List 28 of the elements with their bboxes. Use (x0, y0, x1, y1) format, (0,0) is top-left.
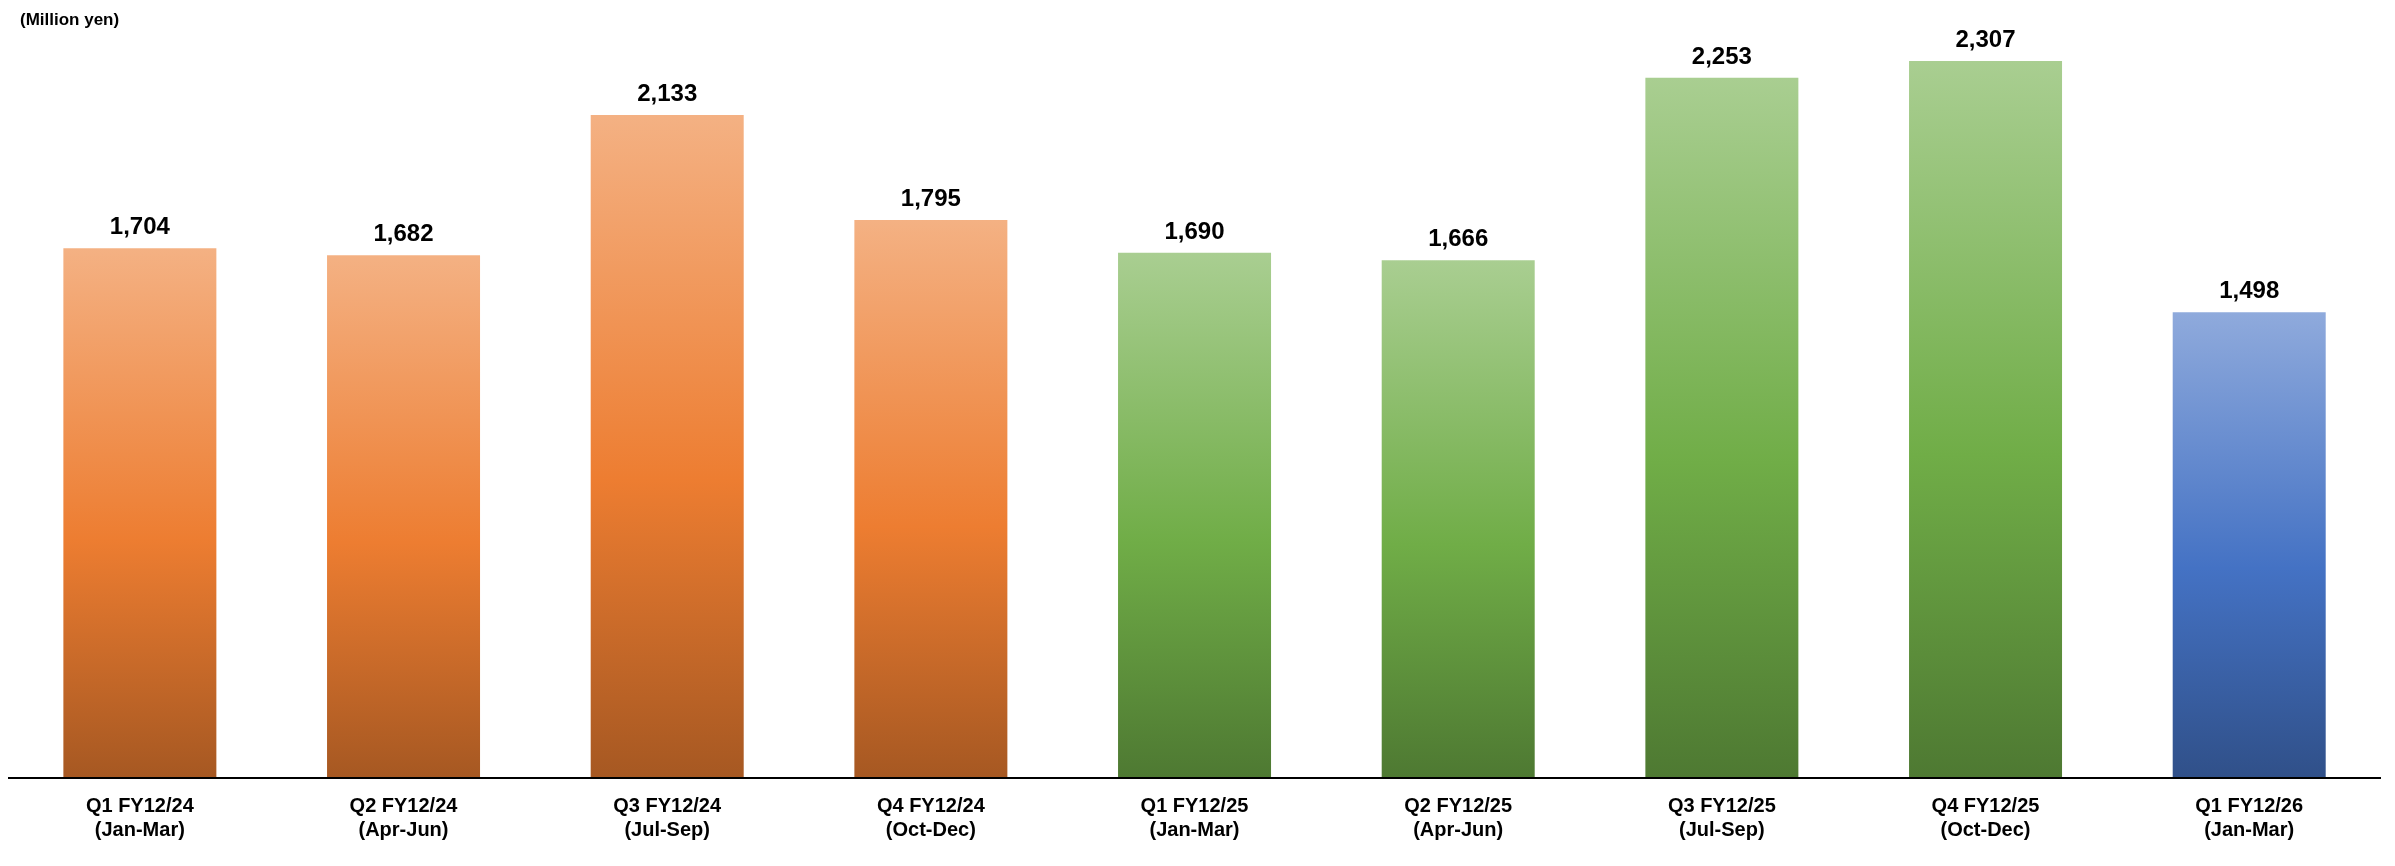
x-tick-label: Q2 FY12/24 (Apr-Jun) (349, 794, 459, 840)
data-label: 1,682 (373, 219, 434, 247)
bar (1118, 252, 1272, 778)
x-tick-label: Q1 FY12/26 (Jan-Mar) (2195, 794, 2304, 840)
x-tick-label: Q4 FY12/24 (Oct-Dec) (876, 794, 986, 840)
bar (1645, 77, 1799, 778)
x-tick-label: Q2 FY12/25 (Apr-Jun) (1404, 794, 1513, 840)
x-tick-label: Q1 FY12/25 (Jan-Mar) (1140, 794, 1249, 840)
x-tick-label: Q1 FY12/24 (Jan-Mar) (85, 794, 195, 840)
bar (327, 255, 481, 778)
data-label: 1,498 (2219, 276, 2280, 304)
data-label: 1,704 (109, 212, 171, 240)
data-label: 2,307 (1955, 24, 2016, 52)
bar (1381, 260, 1535, 778)
bar (1909, 60, 2063, 778)
data-label: 1,690 (1164, 216, 1225, 244)
bar (63, 248, 217, 778)
x-tick-label: Q3 FY12/24 (Jul-Sep) (613, 794, 722, 840)
bar (2172, 312, 2326, 778)
data-label: 1,666 (1428, 224, 1489, 252)
bar (590, 114, 744, 778)
data-label: 2,253 (1691, 41, 1752, 69)
data-label: 2,133 (637, 78, 698, 106)
bar (854, 220, 1008, 778)
data-label: 1,795 (900, 184, 961, 212)
x-tick-label: Q3 FY12/25 (Jul-Sep) (1667, 794, 1776, 840)
x-tick-label: Q4 FY12/25 (Oct-Dec) (1931, 794, 2040, 840)
y-axis-title: (Million yen) (20, 10, 120, 30)
